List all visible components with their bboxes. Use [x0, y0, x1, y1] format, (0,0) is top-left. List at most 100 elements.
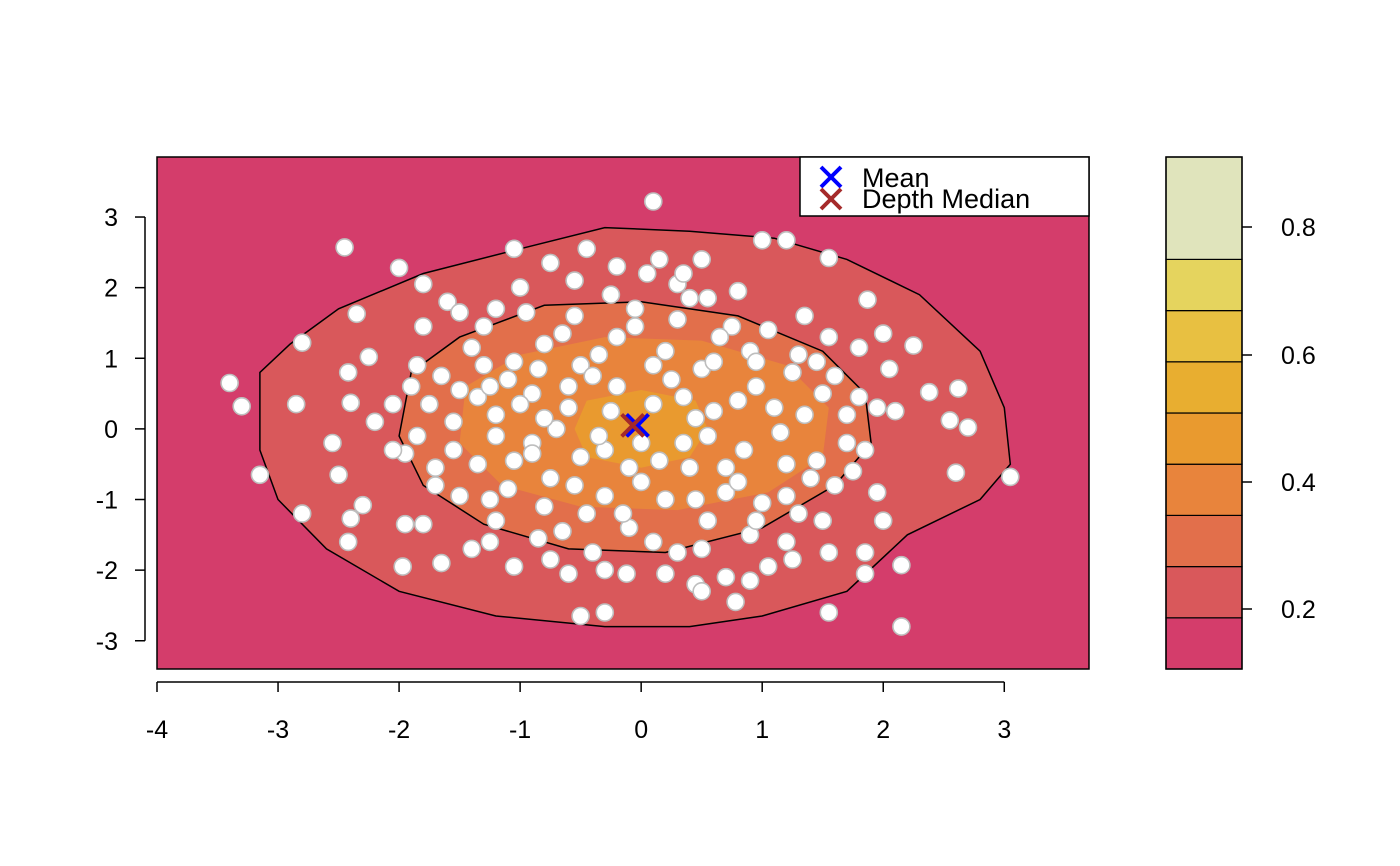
data-point [795, 405, 814, 425]
data-point [716, 483, 736, 502]
data-point [692, 250, 712, 269]
data-point [583, 366, 603, 386]
data-point [547, 419, 566, 439]
data-point [450, 303, 469, 322]
data-point [407, 355, 427, 375]
data-point [444, 440, 463, 460]
data-point [462, 539, 482, 559]
data-point [468, 454, 488, 474]
data-point [338, 363, 358, 382]
data-point [758, 320, 778, 340]
data-point [359, 347, 379, 367]
data-point [873, 324, 893, 343]
data-point [541, 253, 560, 273]
data-point [619, 458, 639, 478]
legend-label-mean: Mean [862, 163, 930, 193]
data-point [607, 377, 627, 396]
data-point [656, 564, 675, 584]
data-point [335, 238, 354, 257]
data-point [601, 285, 621, 305]
colorbar-band [1165, 514, 1243, 568]
data-point [510, 278, 530, 297]
x-tick-label: -2 [388, 716, 410, 744]
data-point [722, 317, 742, 336]
y-tick-label: 2 [104, 275, 118, 303]
data-point [625, 317, 645, 336]
data-point [450, 486, 469, 506]
data-point [432, 553, 451, 573]
data-point [879, 359, 899, 379]
data-point [541, 550, 560, 569]
data-point [474, 355, 494, 375]
data-point [510, 394, 530, 414]
data-point [565, 476, 584, 495]
data-point [777, 454, 796, 474]
data-point [522, 444, 542, 463]
data-point [692, 539, 712, 559]
data-point [389, 258, 409, 278]
data-point [444, 412, 463, 432]
data-point [668, 543, 687, 562]
data-point [468, 387, 488, 407]
data-point [855, 564, 875, 584]
data-point [843, 461, 863, 481]
data-point [716, 567, 736, 587]
colorbar-band [1165, 565, 1243, 619]
data-point [347, 304, 367, 324]
data-point [613, 504, 633, 523]
data-point [528, 529, 548, 548]
data-point [643, 532, 663, 552]
data-point [419, 394, 439, 414]
data-point [813, 511, 833, 531]
colorbar-tick-label: 0.2 [1281, 596, 1316, 624]
data-point [577, 504, 597, 523]
data-point [559, 564, 578, 584]
data-point [617, 564, 636, 584]
data-point [353, 495, 373, 515]
data-point [668, 310, 687, 329]
data-point [643, 355, 663, 375]
center-markers [620, 412, 650, 438]
data-point [649, 250, 669, 269]
data-point [726, 592, 745, 612]
data-point [589, 426, 609, 446]
data-point [232, 396, 251, 416]
data-point [819, 543, 839, 562]
data-point [656, 341, 675, 361]
colorbar-tick-label: 0.8 [1281, 214, 1316, 242]
colorbar-tick-label: 0.6 [1281, 342, 1316, 370]
data-point [631, 472, 651, 492]
data-point [849, 338, 869, 358]
data-point [710, 327, 730, 347]
data-point [686, 408, 705, 428]
data-point [504, 239, 524, 259]
data-point [746, 352, 766, 372]
legend: Mean Depth Median [799, 156, 1090, 217]
y-tick-label: -3 [96, 628, 118, 656]
data-point [534, 334, 554, 354]
data-point [607, 327, 627, 347]
data-point [393, 557, 413, 576]
data-point [504, 352, 524, 372]
data-point [341, 393, 361, 413]
data-point [813, 384, 833, 403]
data-point [601, 401, 621, 421]
data-point [958, 418, 978, 437]
x-tick-label: 2 [876, 716, 890, 744]
data-point [480, 490, 500, 509]
data-point [855, 440, 875, 460]
data-point [728, 391, 748, 410]
data-point [250, 465, 270, 485]
data-point [819, 248, 839, 268]
colorbar: 0.2 0.4 0.6 0.8 [1165, 156, 1316, 670]
data-point [413, 514, 433, 534]
data-point [892, 617, 911, 636]
data-point [728, 281, 748, 301]
data-point [286, 394, 306, 414]
data-point [674, 387, 693, 407]
data-point [480, 532, 500, 552]
data-point [789, 345, 808, 365]
data-point [946, 463, 966, 483]
data-point [292, 504, 312, 523]
data-point [656, 490, 675, 509]
